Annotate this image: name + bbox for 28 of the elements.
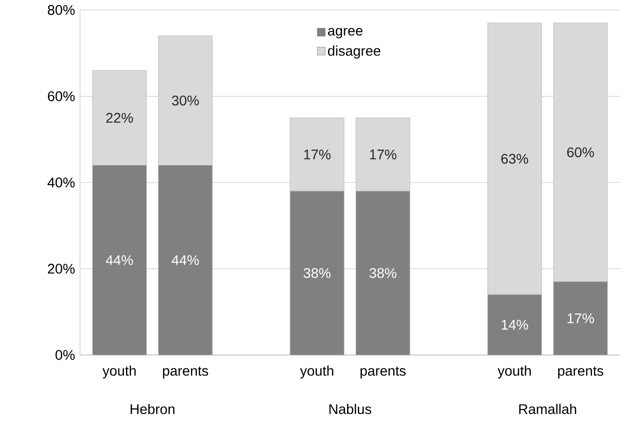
text: Hebron (130, 404, 174, 414)
x-tick-label: parents (558, 366, 604, 379)
legend-label: agree (328, 28, 362, 38)
data-label: 17% (370, 150, 396, 160)
data-label: 44% (106, 255, 133, 265)
x-tick-label: youth (300, 366, 334, 379)
text: Ramallah (519, 404, 576, 414)
data-label: 38% (370, 268, 396, 278)
text: Nablus (329, 404, 372, 414)
data-label: 60% (567, 147, 594, 158)
x-tick-label: youth (498, 366, 531, 379)
y-tick-label: 60% (48, 91, 75, 102)
y-tick-label: 20% (48, 264, 75, 274)
y-tick-label: 40% (48, 178, 75, 188)
data-label: 63% (501, 154, 528, 164)
data-label: 22% (106, 112, 133, 123)
x-tick-label: youth (102, 366, 136, 379)
y-tick-label: 0% (56, 350, 75, 360)
legend-label: disagree (328, 46, 380, 59)
data-label: 38% (304, 268, 331, 278)
data-label: 30% (172, 96, 199, 106)
x-tick-label: parents (360, 366, 406, 379)
x-tick-label: parents (163, 366, 208, 379)
data-label: 44% (172, 255, 199, 265)
data-label: 17% (304, 150, 331, 160)
y-tick-label: 80% (48, 5, 75, 15)
data-label: 17% (568, 313, 594, 324)
data-label: 14% (502, 320, 528, 330)
